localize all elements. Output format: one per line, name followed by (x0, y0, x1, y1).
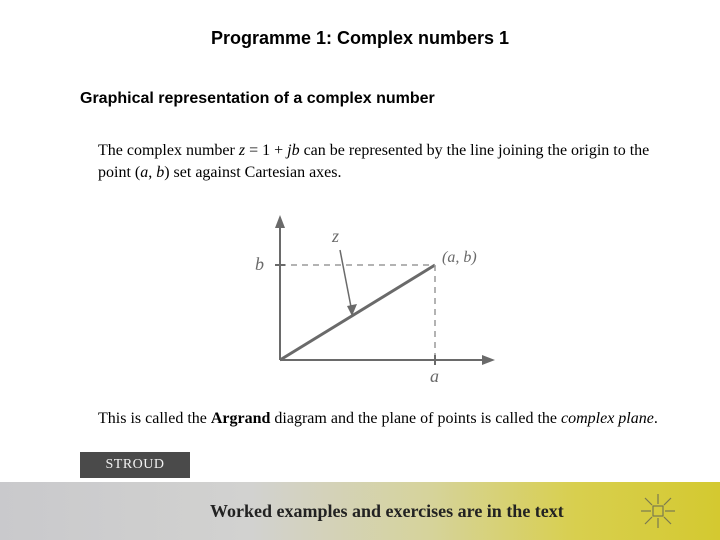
vector-line (280, 265, 435, 360)
conclusion-paragraph: This is called the Argrand diagram and t… (98, 408, 658, 430)
text: This is called the (98, 410, 211, 427)
term-complex-plane: complex plane (561, 410, 654, 427)
text: diagram and the plane of points is calle… (270, 410, 561, 427)
text: . (654, 410, 658, 427)
footer-bar: Worked examples and exercises are in the… (0, 482, 720, 540)
text: ) set against Cartesian axes. (164, 164, 341, 181)
spark-icon (641, 494, 675, 528)
brand-badge: STROUD (80, 452, 190, 478)
var-b: b (292, 142, 300, 159)
intro-paragraph: The complex number z = 1 + jb can be rep… (98, 140, 658, 183)
page-title: Programme 1: Complex numbers 1 (0, 28, 720, 49)
footer-text: Worked examples and exercises are in the… (210, 501, 564, 522)
text: = 1 + (245, 142, 287, 159)
label-ab: (a, b) (442, 249, 477, 266)
section-heading: Graphical representation of a complex nu… (80, 90, 435, 108)
label-a: a (430, 366, 439, 386)
text: The complex number (98, 142, 239, 159)
y-axis-arrow (275, 215, 285, 228)
term-argrand: Argrand (211, 410, 271, 427)
x-axis-arrow (482, 355, 495, 365)
z-pointer (340, 250, 352, 312)
argand-diagram: b z (a, b) a (210, 210, 510, 390)
label-b: b (255, 254, 264, 274)
label-z: z (331, 226, 339, 246)
